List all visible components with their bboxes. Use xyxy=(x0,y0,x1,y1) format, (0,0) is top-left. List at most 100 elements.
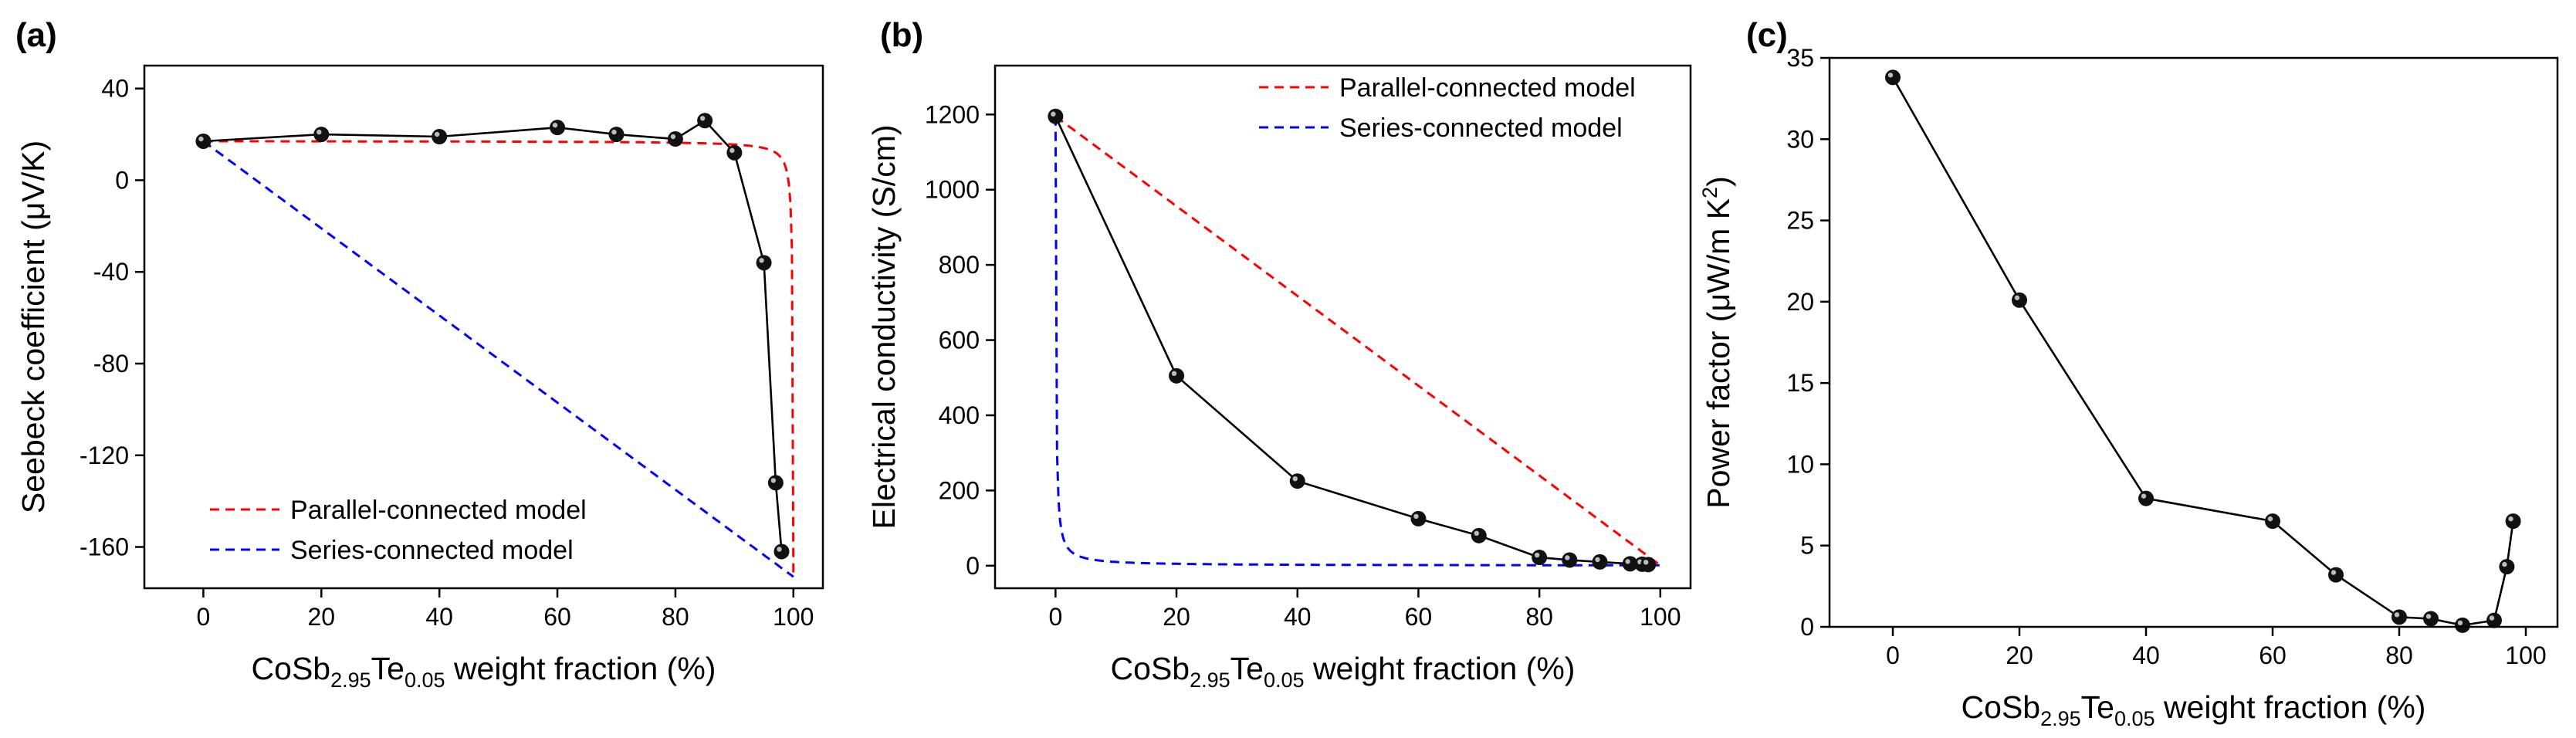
data-point-highlight xyxy=(2267,516,2273,522)
y-tick-label: 40 xyxy=(101,75,129,103)
legend-label: Series-connected model xyxy=(290,536,574,565)
x-tick-label: 0 xyxy=(197,603,211,631)
chart-panel-2: (c) 0 20 40 60 80 100 0 5 10 15 20 25 30 35 CoSb2.95Te0… xyxy=(1698,16,2559,730)
data-point xyxy=(2265,513,2280,530)
data-point-highlight xyxy=(2508,516,2513,522)
y-tick-label: 1200 xyxy=(925,100,980,128)
y-tick-label: 600 xyxy=(939,327,980,354)
data-point-highlight xyxy=(2425,614,2432,619)
data-point xyxy=(313,127,330,143)
data-point xyxy=(1885,69,1901,86)
data-point-highlight xyxy=(759,258,764,263)
data-point-highlight xyxy=(1595,557,1600,563)
data-point-highlight xyxy=(552,122,558,128)
data-point xyxy=(1169,367,1185,384)
data-point xyxy=(432,129,448,145)
data-point-highlight xyxy=(1534,552,1540,558)
parallel-model-curve xyxy=(203,140,795,577)
plot-frame xyxy=(994,64,1692,590)
data-point-highlight xyxy=(198,136,204,142)
y-tick-label: 0 xyxy=(966,552,980,580)
y-axis-label: Power factor (μW/m K2) xyxy=(1698,176,1736,508)
parallel-model-curve xyxy=(1054,115,1661,567)
y-tick-label: 25 xyxy=(1786,207,1814,235)
y-tick-label: 15 xyxy=(1786,369,1814,397)
data-point xyxy=(2012,292,2027,308)
plot-frame xyxy=(1828,56,2559,628)
y-tick-label: 400 xyxy=(939,401,980,429)
data-point xyxy=(2423,611,2439,627)
data-point-highlight xyxy=(770,478,777,483)
data-point xyxy=(767,475,784,491)
panel-label: (b) xyxy=(880,16,923,54)
chart-panel-1: (b)0 20 40 60 80 100020040060080010001200CoSb… xyxy=(866,16,1692,692)
y-tick-label: 30 xyxy=(1786,125,1814,153)
data-point xyxy=(550,120,566,136)
panel-label: (c) xyxy=(1746,16,1788,54)
data-point xyxy=(195,133,212,149)
data-point-highlight xyxy=(1051,111,1056,117)
data-point-highlight xyxy=(1413,513,1419,520)
data-point-highlight xyxy=(2014,295,2020,300)
y-tick-label: 1000 xyxy=(925,176,980,204)
data-point-highlight xyxy=(2394,612,2400,618)
data-point xyxy=(1289,473,1305,489)
series-model-curve xyxy=(1054,116,1660,567)
y-tick-label: -160 xyxy=(80,533,129,561)
data-point-highlight xyxy=(1292,476,1298,482)
data-point xyxy=(667,131,683,147)
data-point-highlight xyxy=(699,116,706,121)
x-tick-label: 100 xyxy=(2505,642,2546,669)
measured-line xyxy=(1891,76,2514,627)
y-tick-label: 0 xyxy=(1800,613,1814,641)
y-tick-label: 800 xyxy=(939,251,980,279)
data-point xyxy=(773,543,790,560)
data-point xyxy=(1471,527,1487,543)
data-point-highlight xyxy=(2457,620,2463,626)
data-point-highlight xyxy=(434,131,440,137)
x-tick-label: 40 xyxy=(1284,603,1312,631)
data-point xyxy=(1562,552,1578,568)
data-point xyxy=(1048,108,1064,124)
data-point xyxy=(756,255,772,271)
x-tick-label: 40 xyxy=(2132,642,2160,669)
legend-label: Parallel-connected model xyxy=(290,496,587,525)
data-point xyxy=(2455,617,2470,633)
x-tick-label: 0 xyxy=(1886,642,1900,669)
chart-panel-0: (a) 0 20 40 60 80 100 40 0 -40 -80 -120 -160 CoSb2.95… xyxy=(15,16,824,692)
y-tick-label: 5 xyxy=(1800,532,1814,560)
data-point-highlight xyxy=(611,129,617,135)
panel-label: (a) xyxy=(15,16,57,54)
data-point-highlight xyxy=(1625,559,1630,564)
data-point-highlight xyxy=(2331,570,2337,575)
data-point-highlight xyxy=(670,134,676,140)
data-point xyxy=(2392,609,2407,625)
data-point-highlight xyxy=(1171,371,1177,377)
x-tick-label: 0 xyxy=(1048,603,1062,631)
data-point xyxy=(608,127,625,143)
data-point xyxy=(1410,510,1427,526)
x-tick-label: 60 xyxy=(543,603,571,631)
data-point xyxy=(1592,554,1608,570)
x-axis-label: CoSb2.95Te0.05 weight fraction (%) xyxy=(252,651,716,692)
y-axis-label: Electrical conductivity (S/cm) xyxy=(866,124,902,529)
series-model-curve xyxy=(202,140,794,578)
data-point-highlight xyxy=(1565,555,1570,560)
x-tick-label: 60 xyxy=(1405,603,1433,631)
x-tick-label: 40 xyxy=(425,603,453,631)
data-point-highlight xyxy=(1643,560,1649,565)
data-point xyxy=(2499,559,2515,575)
x-tick-label: 20 xyxy=(308,603,336,631)
x-tick-label: 80 xyxy=(1525,603,1553,631)
x-axis-label: CoSb2.95Te0.05 weight fraction (%) xyxy=(1962,689,2426,730)
data-point-highlight xyxy=(729,147,735,154)
data-point-highlight xyxy=(777,547,782,552)
x-axis-label: CoSb2.95Te0.05 weight fraction (%) xyxy=(1111,651,1576,692)
legend-label: Series-connected model xyxy=(1339,113,1623,143)
y-tick-label: -40 xyxy=(93,258,129,286)
data-point xyxy=(2138,490,2154,506)
legend-label: Parallel-connected model xyxy=(1339,73,1636,103)
x-tick-label: 20 xyxy=(2006,642,2033,669)
y-tick-label: 35 xyxy=(1786,44,1814,72)
